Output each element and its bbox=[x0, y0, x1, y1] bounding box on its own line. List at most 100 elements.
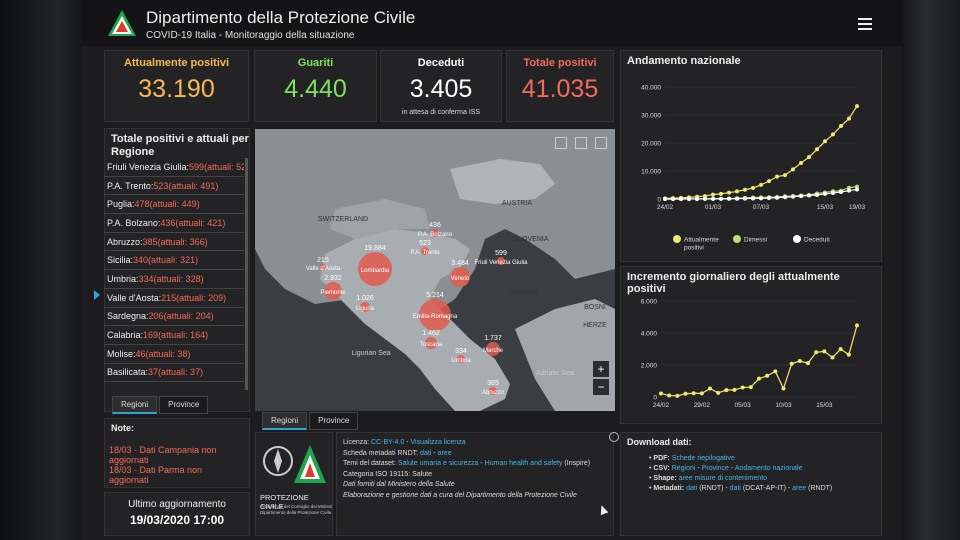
italy-map[interactable]: 19.884 Lombardia 2.932 Piemonte 1.026 Liguria… bbox=[255, 129, 615, 411]
region-row[interactable]: Basilicata: 37 (attuali: 37) bbox=[104, 364, 244, 383]
data-point[interactable] bbox=[799, 161, 803, 166]
data-point[interactable] bbox=[823, 191, 827, 196]
panel-toggle-arrow-icon[interactable] bbox=[94, 290, 100, 300]
data-point[interactable] bbox=[823, 139, 827, 144]
data-point[interactable] bbox=[716, 390, 721, 395]
data-point[interactable] bbox=[767, 195, 771, 200]
data-point[interactable] bbox=[699, 391, 704, 396]
data-point[interactable] bbox=[759, 196, 763, 201]
map-bubble[interactable] bbox=[497, 257, 505, 265]
zoom-out-button[interactable]: − bbox=[593, 379, 609, 395]
map-panel[interactable]: 19.884 Lombardia 2.932 Piemonte 1.026 Liguria… bbox=[255, 129, 615, 411]
data-point[interactable] bbox=[683, 391, 688, 396]
data-point[interactable] bbox=[839, 189, 843, 194]
data-point[interactable] bbox=[679, 196, 683, 201]
csv-andamento-link[interactable]: Andamento nazionale bbox=[734, 465, 803, 472]
data-point[interactable] bbox=[711, 192, 715, 197]
data-point[interactable] bbox=[783, 195, 787, 200]
map-bubble[interactable] bbox=[358, 252, 392, 286]
data-point[interactable] bbox=[719, 196, 723, 201]
shape-link[interactable]: aree misure di contenimento bbox=[678, 475, 768, 482]
tab-map-regioni[interactable]: Regioni bbox=[262, 412, 308, 430]
region-row[interactable]: Puglia: 478 (attuali: 449) bbox=[104, 195, 244, 215]
map-bubble[interactable] bbox=[360, 302, 370, 312]
tab-map-province[interactable]: Province bbox=[309, 412, 359, 430]
data-point[interactable] bbox=[789, 361, 794, 366]
data-point[interactable] bbox=[748, 385, 753, 390]
data-point[interactable] bbox=[703, 196, 707, 201]
data-point[interactable] bbox=[735, 196, 739, 201]
metadata-data-link[interactable]: dati bbox=[420, 449, 432, 457]
map-bubble[interactable] bbox=[450, 267, 470, 287]
data-point[interactable] bbox=[839, 124, 843, 129]
data-point[interactable] bbox=[855, 323, 859, 328]
data-point[interactable] bbox=[719, 191, 723, 196]
theme-it-link[interactable]: Salute umana e sicurezza bbox=[397, 460, 479, 467]
data-point[interactable] bbox=[775, 174, 779, 179]
map-bubble[interactable] bbox=[419, 299, 451, 331]
map-bubble[interactable] bbox=[421, 247, 429, 255]
data-point[interactable] bbox=[797, 359, 802, 364]
data-point[interactable] bbox=[814, 350, 819, 355]
data-point[interactable] bbox=[735, 189, 739, 194]
tab-regioni[interactable]: Regioni bbox=[112, 396, 158, 414]
data-point[interactable] bbox=[703, 194, 707, 199]
theme-en-link[interactable]: Human health and safety bbox=[484, 460, 563, 467]
layers-icon[interactable] bbox=[575, 137, 587, 149]
data-point[interactable] bbox=[783, 173, 787, 178]
region-row[interactable]: Abruzzo: 385 (attuali: 366) bbox=[104, 233, 244, 252]
meta-dcat-link[interactable]: dati bbox=[729, 485, 741, 492]
meta-areas-link[interactable]: aree bbox=[792, 485, 807, 492]
map-bubble[interactable] bbox=[489, 387, 497, 395]
region-row[interactable]: P.A. Bolzano: 436 (attuali: 421) bbox=[104, 214, 244, 233]
data-point[interactable] bbox=[751, 186, 755, 191]
data-point[interactable] bbox=[855, 104, 859, 109]
data-point[interactable] bbox=[847, 185, 851, 190]
data-point[interactable] bbox=[659, 391, 663, 396]
data-point[interactable] bbox=[791, 194, 795, 199]
expand-icon[interactable] bbox=[609, 432, 619, 442]
csv-regioni-link[interactable]: Regioni bbox=[671, 465, 696, 472]
data-point[interactable] bbox=[815, 192, 819, 197]
data-point[interactable] bbox=[855, 187, 859, 192]
map-bubble[interactable] bbox=[486, 342, 500, 356]
map-bubble[interactable] bbox=[431, 229, 439, 237]
basemap-icon[interactable] bbox=[595, 137, 607, 149]
data-point[interactable] bbox=[765, 373, 770, 378]
tab-province[interactable]: Province bbox=[159, 396, 209, 414]
data-point[interactable] bbox=[846, 352, 851, 357]
data-point[interactable] bbox=[822, 349, 827, 354]
data-point[interactable] bbox=[807, 193, 811, 198]
legend-swatch[interactable] bbox=[733, 235, 741, 243]
data-point[interactable] bbox=[807, 155, 811, 160]
data-point[interactable] bbox=[732, 387, 737, 392]
region-row[interactable]: Calabria: 169 (attuali: 164) bbox=[104, 326, 244, 345]
map-bubble[interactable] bbox=[324, 282, 342, 300]
data-point[interactable] bbox=[740, 385, 745, 390]
data-point[interactable] bbox=[757, 376, 761, 381]
data-point[interactable] bbox=[773, 369, 778, 374]
data-point[interactable] bbox=[775, 195, 779, 200]
data-point[interactable] bbox=[671, 196, 675, 201]
csv-province-link[interactable]: Province bbox=[701, 465, 729, 472]
data-point[interactable] bbox=[806, 361, 810, 366]
data-point[interactable] bbox=[708, 386, 712, 391]
data-point[interactable] bbox=[791, 167, 795, 172]
data-point[interactable] bbox=[724, 388, 729, 393]
data-point[interactable] bbox=[727, 190, 731, 195]
data-point[interactable] bbox=[815, 147, 819, 152]
data-point[interactable] bbox=[727, 196, 731, 201]
region-row[interactable]: Sicilia: 340 (attuali: 321) bbox=[104, 251, 244, 271]
data-point[interactable] bbox=[691, 391, 696, 396]
data-point[interactable] bbox=[743, 196, 747, 201]
license-link[interactable]: CC-BY-4.0 bbox=[371, 439, 405, 446]
legend-swatch[interactable] bbox=[793, 235, 801, 243]
region-row[interactable]: Molise: 46 (attuali: 38) bbox=[104, 345, 244, 364]
zoom-in-button[interactable]: + bbox=[593, 361, 609, 377]
data-point[interactable] bbox=[830, 355, 835, 360]
data-point[interactable] bbox=[675, 393, 680, 398]
data-point[interactable] bbox=[799, 194, 803, 199]
hamburger-menu-icon[interactable] bbox=[858, 18, 872, 30]
map-bubble[interactable] bbox=[425, 337, 437, 349]
view-license-link[interactable]: Visualizza licenza bbox=[410, 439, 466, 446]
